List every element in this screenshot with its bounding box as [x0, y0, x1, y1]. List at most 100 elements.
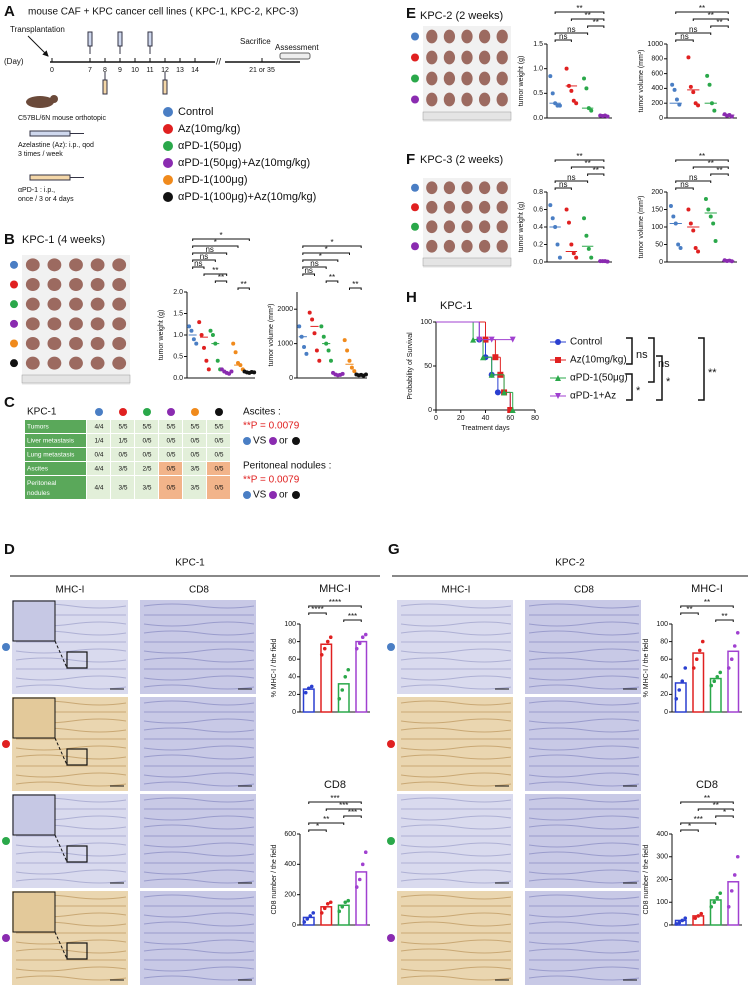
tissue-texture [528, 603, 640, 609]
data-point [680, 918, 685, 923]
data-point [680, 679, 685, 683]
significance-bracket [680, 612, 699, 615]
group-dot [163, 141, 173, 151]
significance-label: ** [699, 152, 705, 161]
tissue-texture [143, 869, 255, 875]
significance-label: ** [323, 815, 329, 824]
tumor [426, 220, 438, 234]
table-cell [25, 434, 86, 447]
inset [12, 697, 56, 739]
tissue-texture [143, 754, 255, 760]
significance-label: ** [241, 280, 247, 289]
tissue-texture [143, 745, 255, 751]
significance-label: ** [593, 18, 599, 27]
data-point [328, 900, 333, 905]
y-axis-label: tumor weight (g) [518, 56, 525, 107]
tissue-texture [143, 842, 255, 848]
legend-label: Control [178, 106, 213, 118]
marker [555, 375, 561, 381]
y-tick-label: 80 [288, 638, 296, 645]
az-text: 3 times / week [18, 151, 63, 158]
data-point [699, 911, 704, 916]
tissue-texture [400, 815, 512, 821]
tumor [496, 181, 508, 195]
bar [727, 881, 740, 926]
table-value: 3/5 [118, 485, 127, 492]
significance-bracket [308, 605, 362, 608]
group-dot [2, 643, 10, 651]
marker [501, 389, 508, 396]
chart-title: MHC-I [319, 583, 351, 595]
table-value: 0/5 [214, 466, 223, 473]
tissue-texture [400, 869, 512, 875]
comparison-label: ** [708, 367, 717, 379]
tumor [478, 71, 491, 86]
tissue-texture [400, 894, 512, 900]
table-cell [159, 420, 182, 433]
significance-label: * [214, 238, 217, 247]
significance-label: ns [680, 32, 688, 41]
y-tick-label: 0.0 [173, 375, 183, 382]
significance-label: ** [686, 605, 692, 614]
group-dot [10, 260, 18, 269]
group-dot [2, 740, 10, 748]
table-cell [87, 420, 110, 433]
data-point [363, 372, 368, 377]
tumor [496, 92, 508, 107]
data-point [191, 337, 196, 342]
tissue-texture [400, 851, 512, 857]
ruler [21, 374, 131, 384]
y-tick-label: 0.5 [173, 353, 183, 360]
day-label: 13 [176, 67, 184, 74]
tissue-texture [528, 894, 640, 900]
tumor [478, 200, 491, 214]
significance-label: ** [329, 273, 335, 282]
bar [709, 899, 722, 926]
table-cell [25, 420, 86, 433]
tissue-texture [143, 772, 255, 778]
tissue-texture [528, 675, 640, 681]
data-point [707, 82, 712, 87]
data-point [686, 55, 691, 60]
comparison-bracket [656, 355, 663, 401]
tissue-texture [400, 824, 512, 830]
tissue-texture [143, 603, 255, 609]
y-tick-label: 400 [284, 861, 296, 868]
tissue-texture [400, 939, 512, 945]
tumor [90, 297, 105, 311]
assessment: Assessment [275, 43, 319, 52]
group-dot [191, 408, 199, 416]
tissue-texture [143, 797, 255, 803]
panel-letter: H [406, 289, 417, 306]
data-point [215, 358, 220, 363]
inset-box [66, 845, 88, 863]
y-tick-label: 1.0 [173, 332, 183, 339]
significance-bracket [302, 266, 327, 269]
column-title: MHC-I [442, 585, 471, 596]
table-value: 5/5 [190, 424, 199, 431]
tissue-texture [143, 921, 255, 927]
tumor [461, 220, 473, 234]
panel-e-title: KPC-2 (2 weeks) [420, 10, 503, 22]
significance-bracket [554, 180, 589, 183]
data-point [363, 850, 368, 854]
y-tick-label: 1.5 [533, 41, 543, 48]
data-point [571, 251, 576, 256]
significance-bracket [343, 815, 362, 818]
data-point [708, 214, 713, 219]
tumor [478, 239, 491, 253]
y-tick-label: 1000 [277, 340, 293, 347]
tissue-texture [15, 675, 127, 681]
panel-d-title: KPC-1 [175, 558, 205, 569]
mouse-icon [26, 96, 54, 108]
significance-bracket [680, 801, 734, 804]
tumor [461, 71, 473, 86]
group-dot [10, 359, 18, 368]
data-point [735, 854, 740, 859]
data-point [194, 341, 199, 346]
tissue-texture [143, 718, 255, 724]
data-point [671, 214, 676, 219]
tissue-texture [528, 772, 640, 778]
data-point [726, 666, 731, 670]
table-cell [25, 476, 86, 499]
